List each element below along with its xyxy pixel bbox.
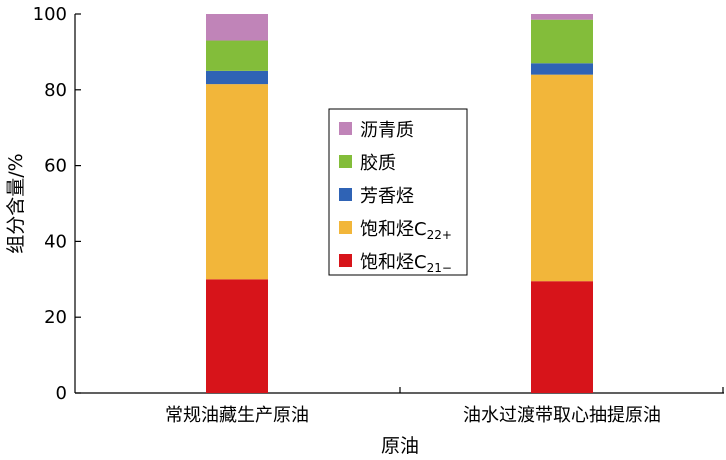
x-tick-label: 油水过渡带取心抽提原油 — [463, 405, 661, 426]
bar-segment — [206, 40, 268, 71]
legend-swatch — [339, 122, 352, 135]
bar-segment — [531, 63, 593, 75]
bar-segment — [206, 14, 268, 41]
y-tick-label: 40 — [44, 231, 67, 252]
x-tick-label: 常规油藏生产原油 — [165, 405, 309, 426]
legend-swatch — [339, 221, 352, 234]
bar-segment — [206, 279, 268, 393]
bars — [206, 14, 593, 393]
bar-segment — [531, 74, 593, 282]
legend-swatch — [339, 254, 352, 267]
y-tick-label: 0 — [56, 383, 67, 404]
y-tick-label: 20 — [44, 307, 67, 328]
legend-label: 沥青质 — [360, 120, 414, 141]
x-axis-title: 原油 — [381, 435, 419, 457]
y-tick-label: 60 — [44, 156, 67, 177]
legend-label: 胶质 — [360, 153, 396, 174]
bar-segment — [206, 84, 268, 280]
y-tick-label: 100 — [33, 4, 67, 25]
legend-swatch — [339, 155, 352, 168]
legend-label: 饱和烃C22+ — [360, 219, 452, 242]
bar-segment — [531, 14, 593, 20]
legend-label: 芳香烃 — [360, 186, 414, 207]
axes: 0 20 40 60 80 100 常规油藏生产原油 油水过渡带取心抽提原油 — [33, 4, 724, 426]
legend-swatch — [339, 188, 352, 201]
legend-label: 饱和烃C21− — [360, 252, 452, 275]
y-axis-title: 组分含量/% — [5, 153, 27, 253]
y-tick-label: 80 — [44, 80, 67, 101]
bar-segment — [531, 281, 593, 393]
bar-segment — [206, 70, 268, 85]
bar-segment — [531, 19, 593, 64]
